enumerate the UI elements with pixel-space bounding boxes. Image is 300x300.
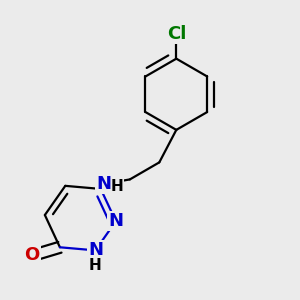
- Text: N: N: [96, 175, 111, 193]
- Text: N: N: [88, 242, 103, 260]
- Text: Cl: Cl: [167, 25, 186, 43]
- Text: N: N: [108, 212, 123, 230]
- Text: H: H: [89, 258, 102, 273]
- Text: O: O: [25, 246, 40, 264]
- Text: H: H: [111, 179, 124, 194]
